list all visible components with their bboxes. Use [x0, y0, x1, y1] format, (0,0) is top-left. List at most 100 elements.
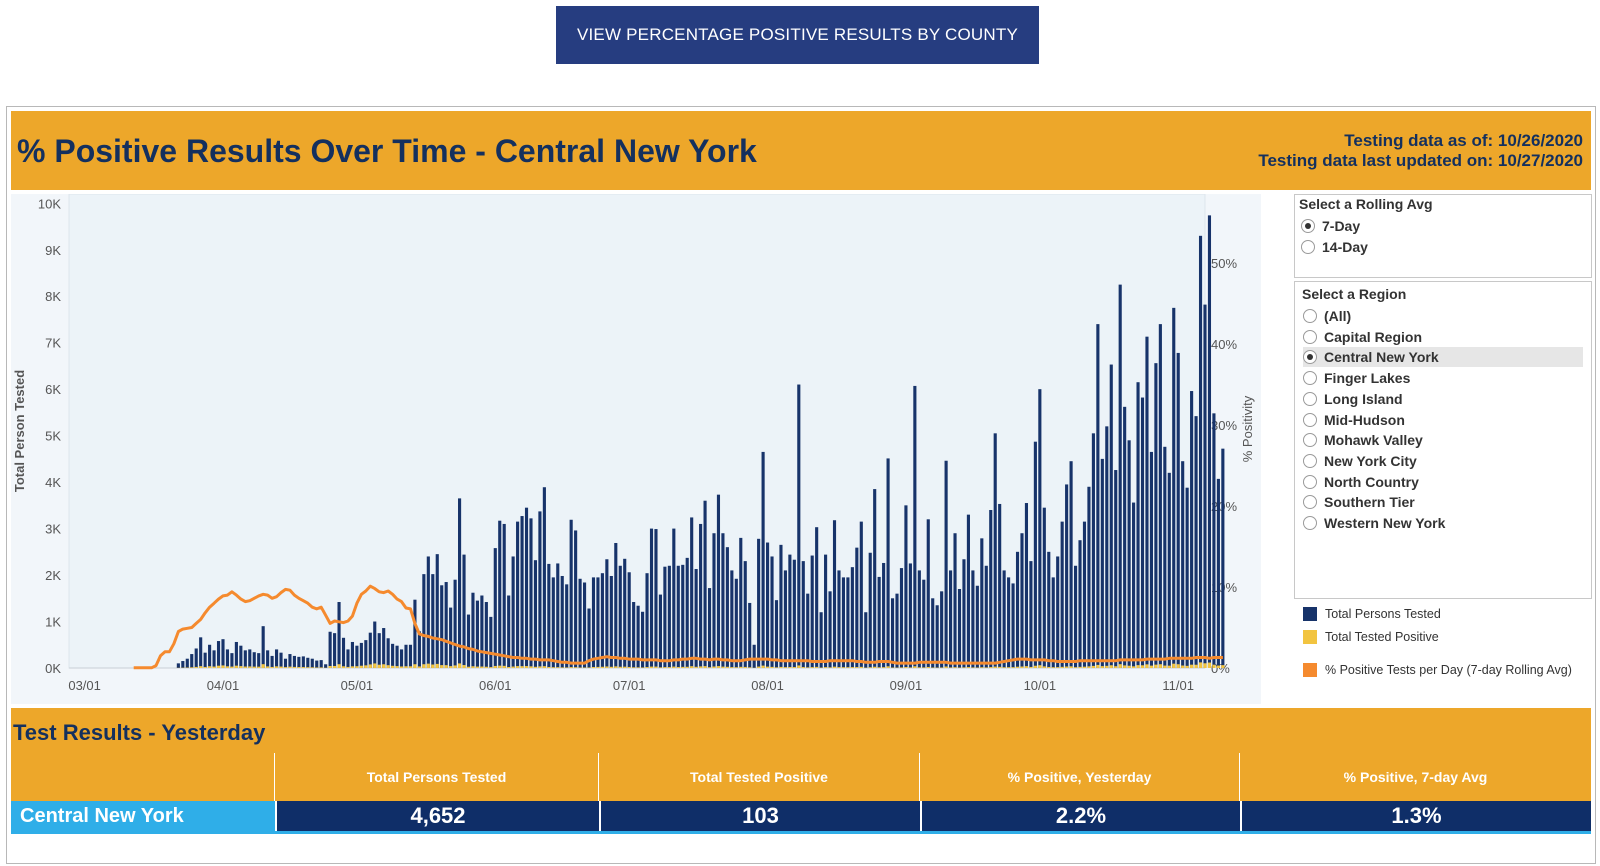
tested-bar [395, 645, 399, 668]
tested-bar [721, 533, 725, 668]
positive-bar [770, 666, 774, 668]
table-header-empty [11, 753, 275, 801]
region-option-long-island[interactable]: Long Island [1303, 389, 1583, 409]
tested-bar [230, 653, 234, 668]
positive-bar [431, 664, 435, 668]
tested-bar [1123, 406, 1127, 668]
positive-bar [1056, 667, 1060, 668]
positive-bar [243, 666, 247, 668]
tested-bar [413, 599, 417, 668]
rolling-avg-option-label: 14-Day [1322, 239, 1368, 255]
tested-bar [274, 649, 279, 668]
tested-bar [359, 642, 363, 668]
rolling-avg-option-14-day[interactable]: 14-Day [1301, 237, 1368, 257]
tested-bar [502, 523, 506, 668]
region-option-north-country[interactable]: North Country [1303, 472, 1583, 492]
positive-bar [609, 666, 613, 668]
positive-bar [712, 666, 716, 668]
tested-bar [899, 568, 904, 668]
positive-bar [301, 667, 305, 668]
positive-bar [359, 665, 363, 668]
positive-bar [212, 666, 216, 668]
region-option-all[interactable]: (All) [1303, 306, 1583, 326]
tested-bar [672, 528, 676, 668]
tested-bar [783, 570, 787, 668]
positive-bar [761, 665, 765, 668]
tested-bar [493, 548, 497, 668]
positive-bar [453, 665, 457, 668]
y2-axis-label: % Positivity [1240, 395, 1255, 462]
tested-bar [221, 639, 225, 668]
positive-bar [1069, 666, 1073, 668]
y-tick-label: 0K [45, 661, 61, 676]
tested-bar [507, 595, 511, 668]
positive-bar [1198, 662, 1203, 668]
positive-bar [1221, 665, 1225, 668]
tested-bar [426, 556, 430, 668]
tested-bar [270, 655, 274, 668]
positive-bar [350, 666, 355, 668]
tested-bar [417, 631, 421, 668]
tested-bar [511, 556, 515, 668]
tested-bar [998, 503, 1002, 668]
tested-bar [328, 631, 332, 668]
tested-bar [1176, 352, 1180, 668]
tested-bar [565, 584, 569, 668]
positive-bar [1216, 665, 1220, 668]
tested-bar [484, 602, 488, 668]
rolling-avg-option-7-day[interactable]: 7-Day [1301, 216, 1360, 236]
positive-bar [899, 667, 904, 668]
positive-bar [748, 667, 752, 668]
radio-icon [1303, 453, 1317, 468]
positive-bar [1024, 666, 1029, 668]
positive-bar [841, 667, 846, 668]
tested-bar [225, 649, 230, 668]
region-option-mid-hudson[interactable]: Mid-Hudson [1303, 410, 1583, 430]
region-option-southern-tier[interactable]: Southern Tier [1303, 492, 1583, 512]
tested-bar [1082, 521, 1087, 668]
positive-bar [315, 667, 319, 668]
positive-bar [507, 666, 511, 668]
tested-bar [962, 559, 966, 668]
tested-bar [440, 585, 444, 668]
positive-bar [480, 666, 484, 668]
positive-bar [654, 666, 658, 668]
positive-bar [908, 667, 912, 668]
positive-bar [699, 666, 703, 668]
positive-bar [1033, 665, 1037, 668]
positive-bar [520, 666, 524, 668]
tested-bar [462, 554, 466, 668]
tested-bar [890, 598, 895, 668]
y-tick-label: 6K [45, 382, 61, 397]
view-percentage-by-county-button[interactable]: VIEW PERCENTAGE POSITIVE RESULTS BY COUN… [556, 6, 1039, 64]
region-option-central-new-york[interactable]: Central New York [1303, 347, 1583, 368]
region-option-capital-region[interactable]: Capital Region [1303, 327, 1583, 347]
positive-bar [471, 666, 475, 668]
positive-bar [984, 667, 988, 668]
tested-bar [319, 660, 323, 668]
positive-bar [261, 664, 265, 668]
tested-bar [917, 570, 921, 668]
tested-bar [922, 579, 926, 668]
tested-bar [520, 516, 524, 668]
tested-bar [658, 594, 662, 668]
region-option-western-new-york[interactable]: Western New York [1303, 513, 1583, 533]
tested-bar [940, 591, 944, 668]
legend-positive-pct: % Positive Tests per Day (7-day Rolling … [1303, 663, 1572, 677]
tested-bar [1154, 363, 1158, 668]
positive-bar [636, 667, 640, 668]
positive-bar [971, 667, 975, 668]
region-option-new-york-city[interactable]: New York City [1303, 451, 1583, 471]
tested-bar [989, 510, 993, 668]
tested-bar [855, 547, 859, 668]
positive-bar [292, 666, 296, 668]
testing-dates: Testing data as of: 10/26/2020 Testing d… [1258, 131, 1583, 171]
positive-bar [868, 667, 872, 668]
tested-bar [315, 660, 319, 668]
region-option-mohawk-valley[interactable]: Mohawk Valley [1303, 430, 1583, 450]
tested-bar [306, 657, 310, 668]
tested-bar [431, 574, 435, 668]
positive-bar [341, 666, 346, 668]
region-option-finger-lakes[interactable]: Finger Lakes [1303, 368, 1583, 388]
tested-bar [216, 641, 221, 668]
